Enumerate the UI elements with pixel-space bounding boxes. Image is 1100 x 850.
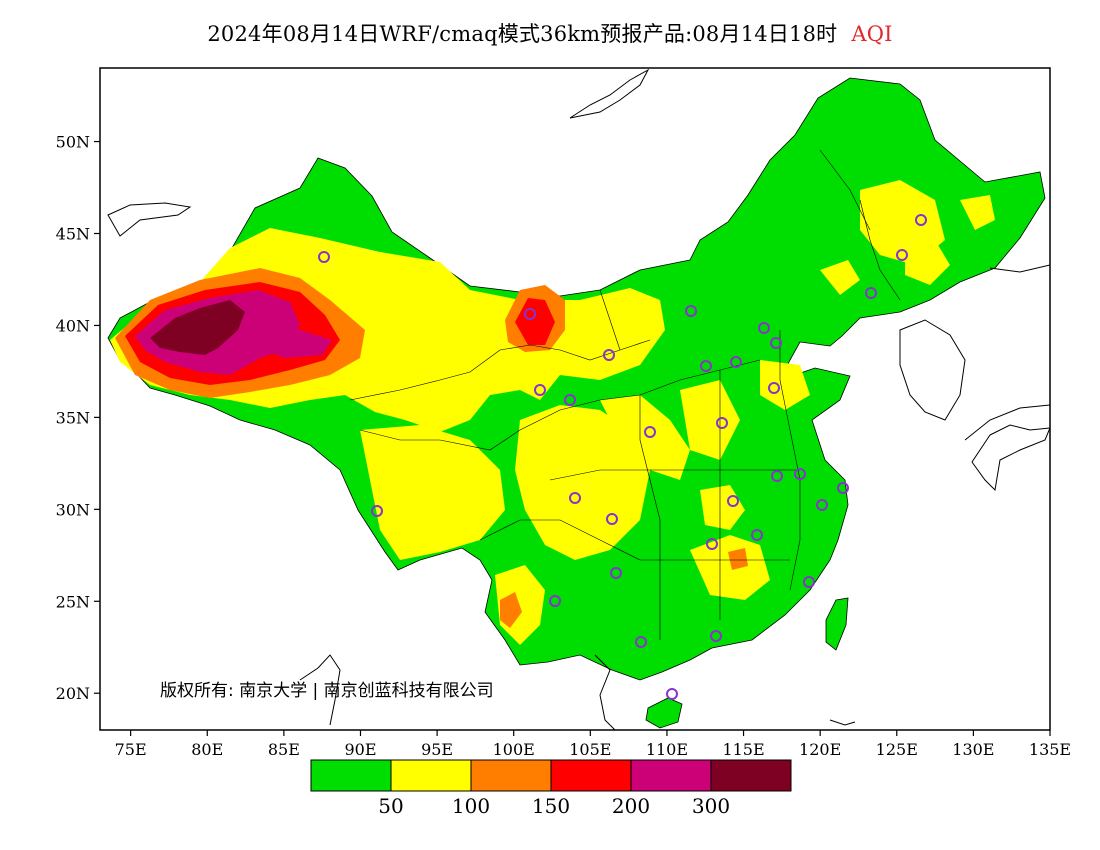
lon-tick-label: 80E [191, 740, 223, 759]
colorbar-label: 100 [452, 794, 490, 818]
lat-tick-label: 45N [56, 225, 90, 244]
title-variable: AQI [851, 22, 893, 46]
latitude-axis: 20N 25N 30N 35N 40N 45N 50N [56, 133, 100, 703]
station-markers [318, 214, 927, 700]
aqi-colorbar: 50 100 150 200 300 [310, 759, 792, 818]
lon-tick-label: 125E [876, 740, 918, 759]
colorbar-swatch [710, 759, 792, 792]
lat-tick-label: 35N [56, 408, 90, 427]
lon-tick-label: 85E [268, 740, 300, 759]
longitude-axis: 75E 80E 85E 90E 95E 100E 105E 110E 115E 120E 125E 1… [115, 730, 1071, 759]
lon-tick-label: 130E [952, 740, 994, 759]
colorbar-swatch [550, 759, 632, 792]
lon-tick-label: 110E [646, 740, 688, 759]
copyright-text: 版权所有: 南京大学 | 南京创蓝科技有限公司 [160, 681, 494, 701]
map-border [99, 67, 1051, 731]
lon-tick-label: 95E [421, 740, 453, 759]
lat-tick-label: 30N [56, 500, 90, 519]
colorbar-swatch [470, 759, 552, 792]
lon-tick-label: 75E [115, 740, 147, 759]
colorbar-label: 200 [612, 794, 650, 818]
province-boundaries [349, 149, 901, 640]
lat-tick-label: 40N [56, 316, 90, 335]
colorbar-swatch [310, 759, 392, 792]
china-landmass [107, 77, 1046, 681]
colorbar-label: 150 [532, 794, 570, 818]
lon-tick-label: 120E [799, 740, 841, 759]
hazardous-aqi-zones [150, 300, 245, 355]
colorbar-label: 300 [692, 794, 730, 818]
colorbar-swatch [630, 759, 712, 792]
title-main: 2024年08月14日WRF/cmaq模式36km预报产品:08月14日18时 [207, 22, 838, 46]
lon-tick-label: 105E [569, 740, 611, 759]
colorbar-label: 50 [378, 794, 403, 818]
taiwan-island [825, 597, 849, 651]
lat-tick-label: 50N [56, 133, 90, 152]
lat-tick-label: 25N [56, 592, 90, 611]
lat-tick-label: 20N [56, 684, 90, 703]
lon-tick-label: 135E [1029, 740, 1071, 759]
colorbar-swatch [390, 759, 472, 792]
map-title: 2024年08月14日WRF/cmaq模式36km预报产品:08月14日18时 A… [0, 18, 1100, 48]
lon-tick-label: 90E [344, 740, 376, 759]
lon-tick-label: 100E [493, 740, 535, 759]
lon-tick-label: 115E [722, 740, 764, 759]
neighbour-outlines [107, 68, 1050, 730]
